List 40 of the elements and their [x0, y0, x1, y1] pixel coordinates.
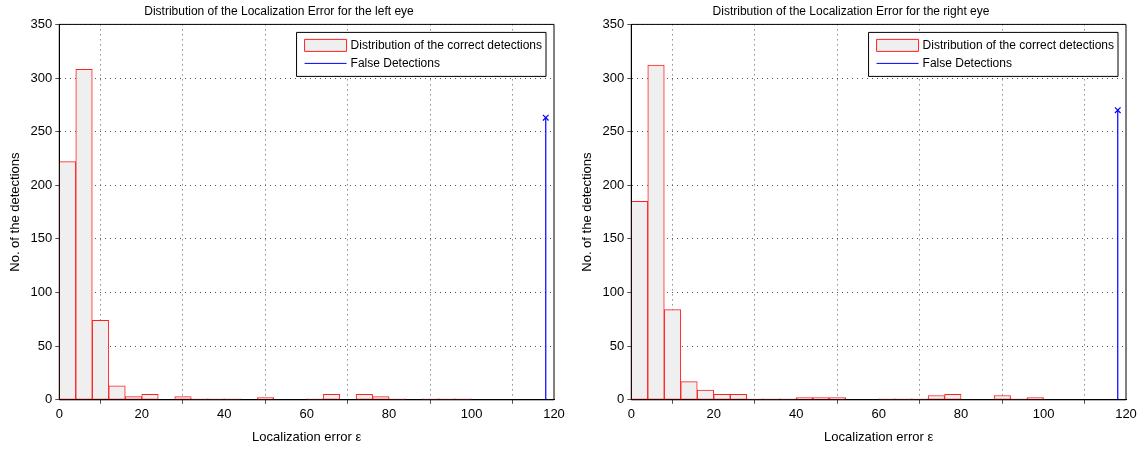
legend-label: Distribution of the correct detections	[922, 37, 1115, 52]
chart-title: Distribution of the Localization Error for the left eye	[144, 3, 415, 18]
y-axis-title: No. of the detections	[579, 151, 595, 272]
legend-label: False Detections	[922, 55, 1012, 70]
y-tick-label: 300	[602, 69, 625, 85]
x-tick-label: 20	[134, 406, 149, 422]
y-tick-label: 50	[609, 337, 625, 353]
x-tick-label: 40	[788, 406, 804, 422]
y-axis-title: No. of the detections	[7, 151, 23, 272]
y-tick-label: 100	[602, 284, 625, 300]
x-tick-label: 80	[381, 406, 397, 422]
x-tick-label: 80	[953, 406, 969, 422]
y-tick-label: 0	[45, 391, 53, 407]
y-tick-label: 200	[30, 176, 53, 192]
x-tick-label: 60	[871, 406, 886, 422]
x-tick-label: 60	[299, 406, 314, 422]
y-tick-label: 350	[30, 15, 53, 31]
y-tick-label: 250	[30, 123, 53, 139]
y-tick-label: 250	[602, 123, 625, 139]
x-tick-label: 0	[627, 406, 635, 422]
legend-label: Distribution of the correct detections	[350, 37, 543, 52]
y-tick-label: 50	[37, 337, 53, 353]
chart-title: Distribution of the Localization Error for the right eye	[712, 3, 990, 18]
x-tick-label: 40	[216, 406, 232, 422]
legend-label: False Detections	[350, 55, 440, 70]
x-tick-label: 100	[1032, 406, 1055, 422]
y-tick-label: 150	[602, 230, 625, 246]
x-axis-title: Localization error ε	[252, 428, 362, 444]
x-tick-label: 100	[460, 406, 483, 422]
y-tick-label: 350	[602, 15, 625, 31]
y-tick-label: 0	[617, 391, 625, 407]
y-tick-label: 150	[30, 230, 53, 246]
y-tick-label: 100	[30, 284, 53, 300]
y-tick-label: 300	[30, 69, 53, 85]
x-tick-label: 120	[543, 406, 565, 422]
x-axis-title: Localization error ε	[824, 428, 934, 444]
x-tick-label: 0	[55, 406, 63, 422]
x-tick-label: 120	[1115, 406, 1137, 422]
y-tick-label: 200	[602, 176, 625, 192]
x-tick-label: 20	[706, 406, 721, 422]
